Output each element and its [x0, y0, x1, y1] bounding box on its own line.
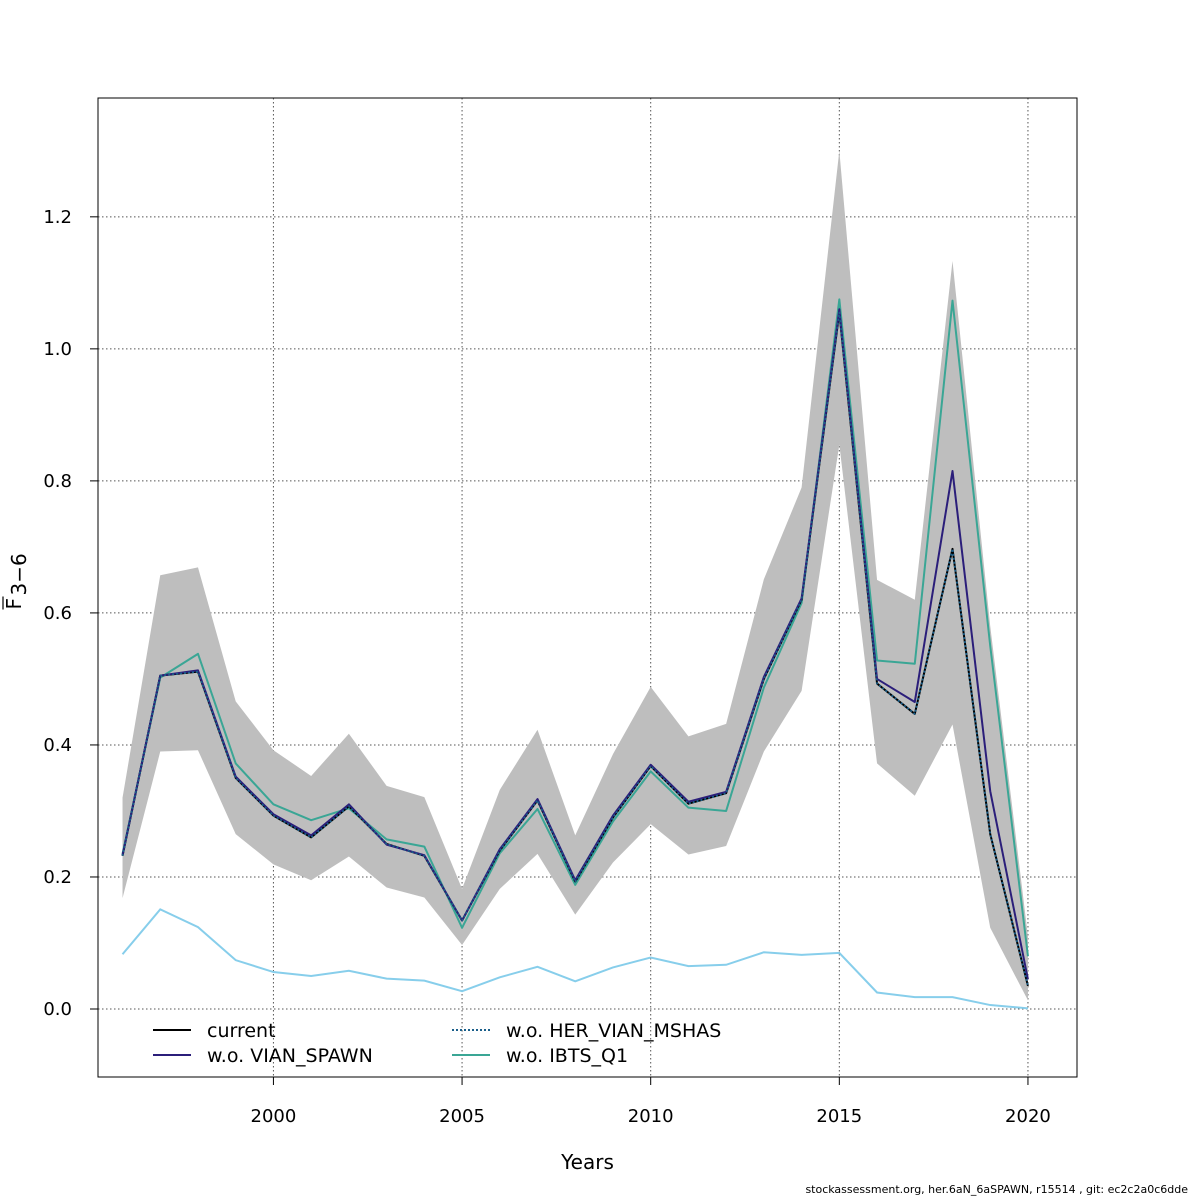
y-tick-label-1: 0.2 [43, 867, 72, 888]
y-axis-title-sub: 3−6 [7, 553, 31, 595]
y-tick-label-5: 1.0 [43, 339, 72, 360]
y-tick-label-4: 0.8 [43, 471, 72, 492]
y-tick-label-2: 0.4 [43, 735, 72, 756]
legend-label-2: w.o. HER_VIAN_MSHAS [506, 1020, 721, 1042]
footer-credit: stockassessment.org, her.6aN_6aSPAWN, r1… [805, 1183, 1188, 1196]
x-tick-label-2000: 2000 [251, 1106, 297, 1127]
series-line-3 [121, 298, 1029, 957]
y-tick-label-0: 0.0 [43, 999, 72, 1020]
confidence-band-layer [122, 150, 1028, 1001]
y-tick-label-3: 0.6 [43, 603, 72, 624]
confidence-band [122, 150, 1028, 1001]
y-axis: 0.0 0.2 0.4 0.6 0.8 1.0 1.2 [43, 207, 98, 1020]
legend-label-3: w.o. IBTS_Q1 [506, 1045, 628, 1067]
x-tick-label-2015: 2015 [816, 1106, 862, 1127]
x-tick-label-2010: 2010 [628, 1106, 674, 1127]
x-tick-label-2005: 2005 [439, 1106, 485, 1127]
y-axis-title-main: F [2, 598, 26, 610]
series-layer [121, 298, 1029, 1010]
x-tick-label-2020: 2020 [1005, 1106, 1051, 1127]
sd-line [121, 908, 1029, 1010]
y-axis-title: F 3−6 [2, 553, 31, 610]
y-tick-label-6: 1.2 [43, 207, 72, 228]
legend-label-0: current [207, 1020, 276, 1042]
x-axis: 2000 2005 2010 2015 2020 [251, 1077, 1051, 1127]
plot-frame [97, 97, 1078, 1078]
x-axis-title: Years [560, 1150, 614, 1174]
legend: current w.o. VIAN_SPAWN w.o. HER_VIAN_MSHA… [153, 1020, 721, 1067]
legend-label-1: w.o. VIAN_SPAWN [207, 1045, 373, 1067]
series-line-2 [121, 311, 1029, 987]
